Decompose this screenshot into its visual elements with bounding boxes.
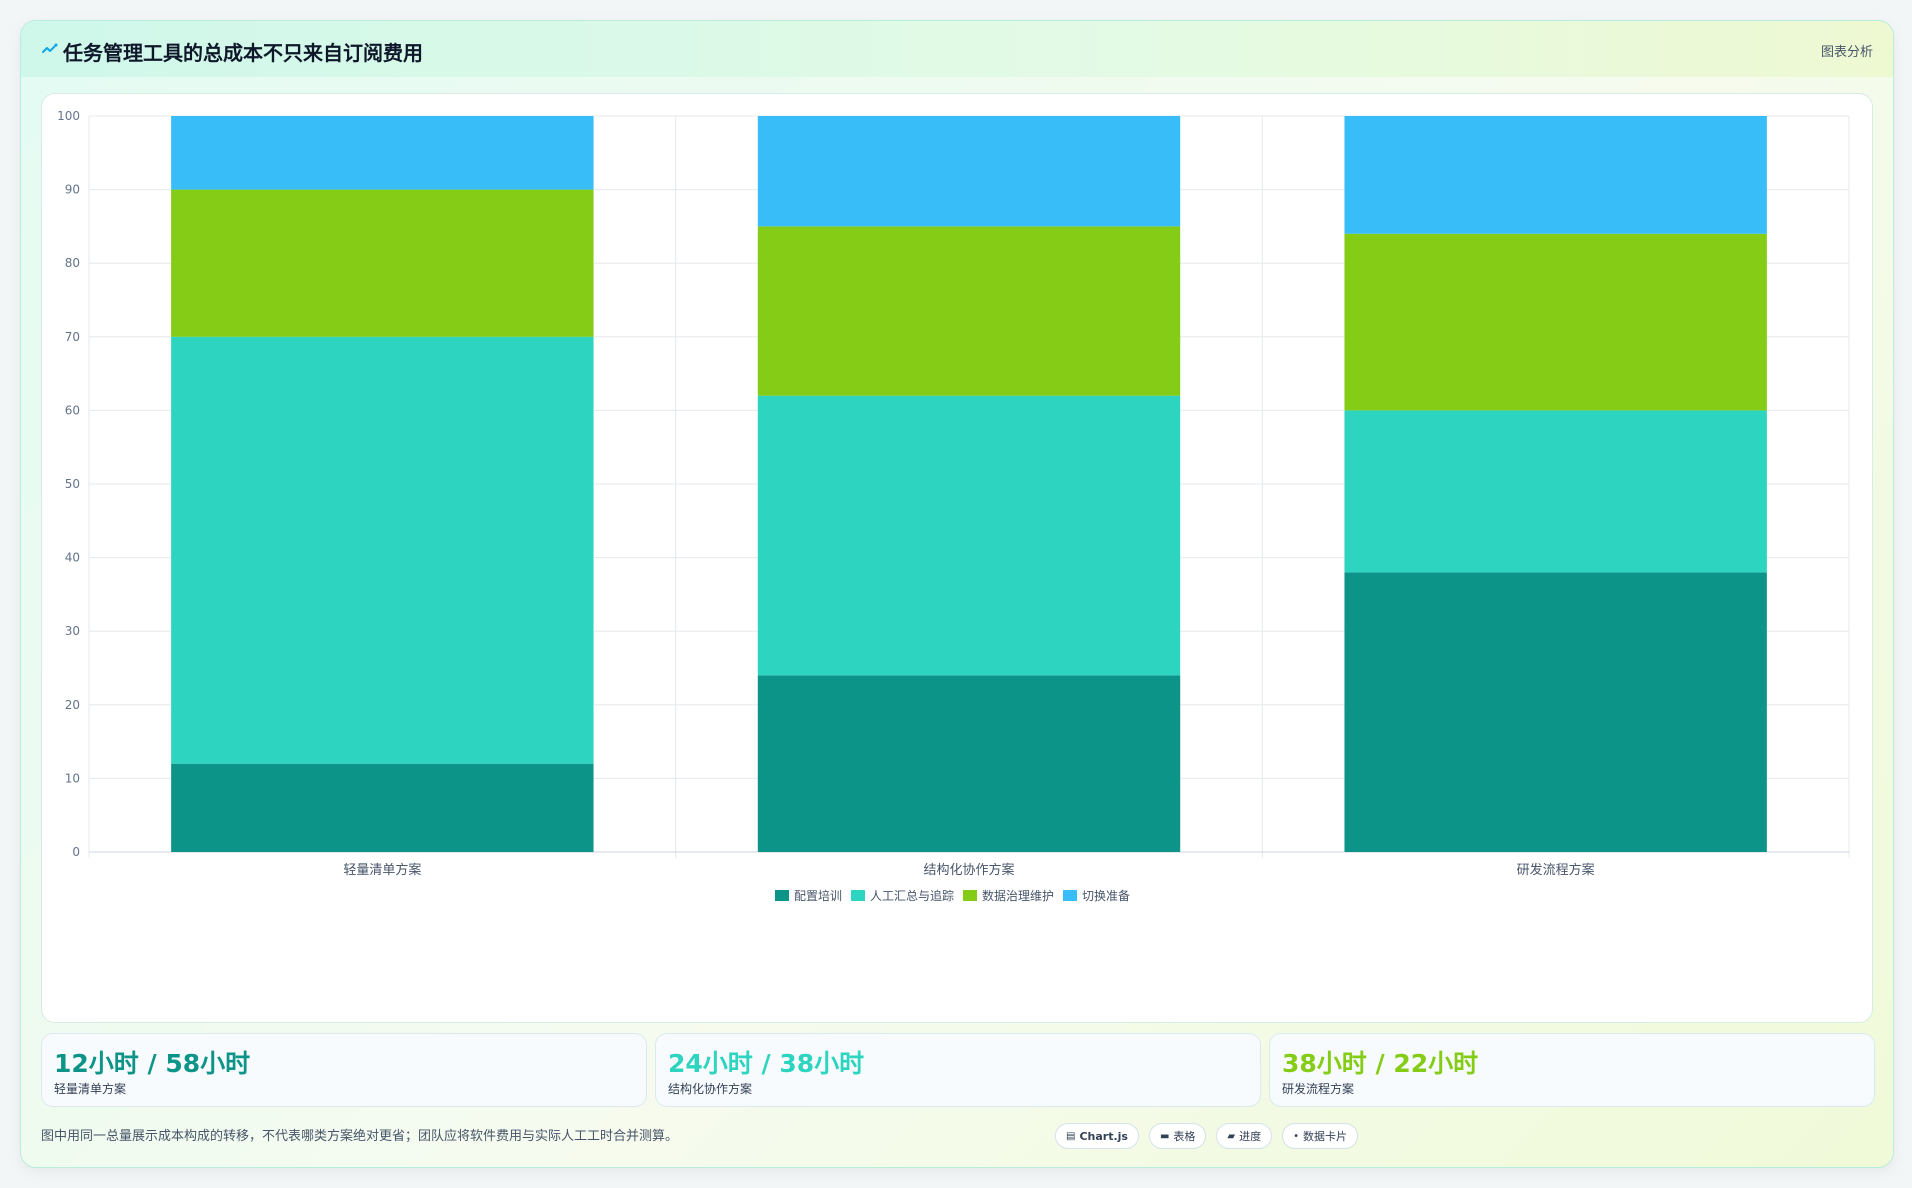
bar-segment — [757, 116, 1181, 227]
tag-label: 表格 — [1173, 1130, 1196, 1143]
bar-segment — [757, 395, 1181, 676]
x-tick-label: 轻量清单方案 — [343, 862, 421, 878]
bar-segment — [1344, 233, 1767, 411]
y-tick-label: 0 — [72, 845, 80, 859]
header: 任务管理工具的总成本不只来自订阅费用 图表分析 — [21, 21, 1893, 77]
stat-label: 研发流程方案 — [1282, 1082, 1355, 1096]
card-icon: • — [1293, 1130, 1300, 1142]
tag-data-card[interactable]: • 数据卡片 — [1282, 1123, 1359, 1149]
y-tick-label: 40 — [65, 551, 80, 565]
bar-segment — [1344, 410, 1767, 573]
stat-label: 轻量清单方案 — [54, 1082, 127, 1096]
y-tick-label: 50 — [65, 477, 80, 491]
tag-progress[interactable]: ▰ 进度 — [1216, 1123, 1273, 1149]
bar-segment — [171, 336, 594, 764]
bar-segment — [171, 189, 594, 337]
stat-value: 12小时 / 58小时 — [54, 1049, 251, 1078]
y-tick-label: 100 — [57, 109, 80, 123]
tag-table[interactable]: ▬ 表格 — [1148, 1123, 1207, 1149]
stat-value: 38小时 / 22小时 — [1282, 1049, 1479, 1078]
dashboard-frame: 任务管理工具的总成本不只来自订阅费用 图表分析 0 10 20 30 40 50 60 70 8… — [20, 20, 1894, 1168]
legend-label: 数据治理维护 — [982, 888, 1054, 903]
chart-icon: ▤ — [1066, 1130, 1076, 1142]
stat-label: 结构化协作方案 — [668, 1082, 753, 1096]
stat-card-dev: 38小时 / 22小时 研发流程方案 — [1269, 1033, 1875, 1107]
bar-segment — [1344, 572, 1767, 852]
y-tick-label: 80 — [65, 256, 80, 270]
y-tick-label: 70 — [65, 330, 80, 344]
bar-segment — [757, 675, 1181, 852]
stacked-bar-chart: 0 10 20 30 40 50 60 70 80 90 100 轻量清单方案 结构化协作方案 研发流程方… — [57, 109, 1850, 903]
bar-segment — [757, 226, 1181, 396]
legend-swatch — [775, 890, 789, 901]
bar-segment — [171, 116, 594, 190]
y-tick-label: 60 — [65, 403, 80, 417]
footnote: 图中用同一总量展示成本构成的转移，不代表哪类方案绝对更省；团队应将软件费用与实际… — [41, 1129, 679, 1144]
legend-swatch — [963, 890, 977, 901]
bar-segment — [171, 763, 594, 852]
tag-label: 数据卡片 — [1303, 1130, 1348, 1143]
legend-label: 配置培训 — [794, 888, 842, 903]
y-tick-label: 10 — [65, 771, 80, 785]
legend-swatch — [851, 890, 865, 901]
chart-card: 0 10 20 30 40 50 60 70 80 90 100 轻量清单方案 结构化协作方案 研发流程方… — [41, 93, 1873, 1023]
legend-label: 人工汇总与追踪 — [870, 888, 954, 903]
bar-segment — [1344, 116, 1767, 234]
chart-analysis-link[interactable]: 图表分析 — [1820, 45, 1873, 60]
x-tick-label: 结构化协作方案 — [923, 862, 1014, 878]
progress-icon: ▰ — [1227, 1130, 1236, 1142]
tag-label: 进度 — [1239, 1130, 1262, 1143]
y-tick-label: 30 — [65, 624, 80, 638]
sparkline-icon — [42, 43, 58, 53]
tag-chartjs[interactable]: ▤ Chart.js — [1055, 1123, 1139, 1149]
x-tick-label: 研发流程方案 — [1517, 862, 1595, 878]
stat-value: 24小时 / 38小时 — [668, 1049, 865, 1078]
table-icon: ▬ — [1159, 1130, 1170, 1142]
legend-swatch — [1063, 890, 1077, 901]
stat-card-structured: 24小时 / 38小时 结构化协作方案 — [655, 1033, 1261, 1107]
stat-card-light: 12小时 / 58小时 轻量清单方案 — [41, 1033, 647, 1107]
y-tick-label: 90 — [65, 183, 80, 197]
tag-list: ▤ Chart.js ▬ 表格 ▰ 进度 • 数据卡片 — [1055, 1123, 1359, 1149]
legend-label: 切换准备 — [1082, 889, 1130, 903]
tag-label: Chart.js — [1079, 1129, 1128, 1143]
y-tick-label: 20 — [65, 698, 80, 712]
page-title: 任务管理工具的总成本不只来自订阅费用 — [63, 41, 423, 65]
